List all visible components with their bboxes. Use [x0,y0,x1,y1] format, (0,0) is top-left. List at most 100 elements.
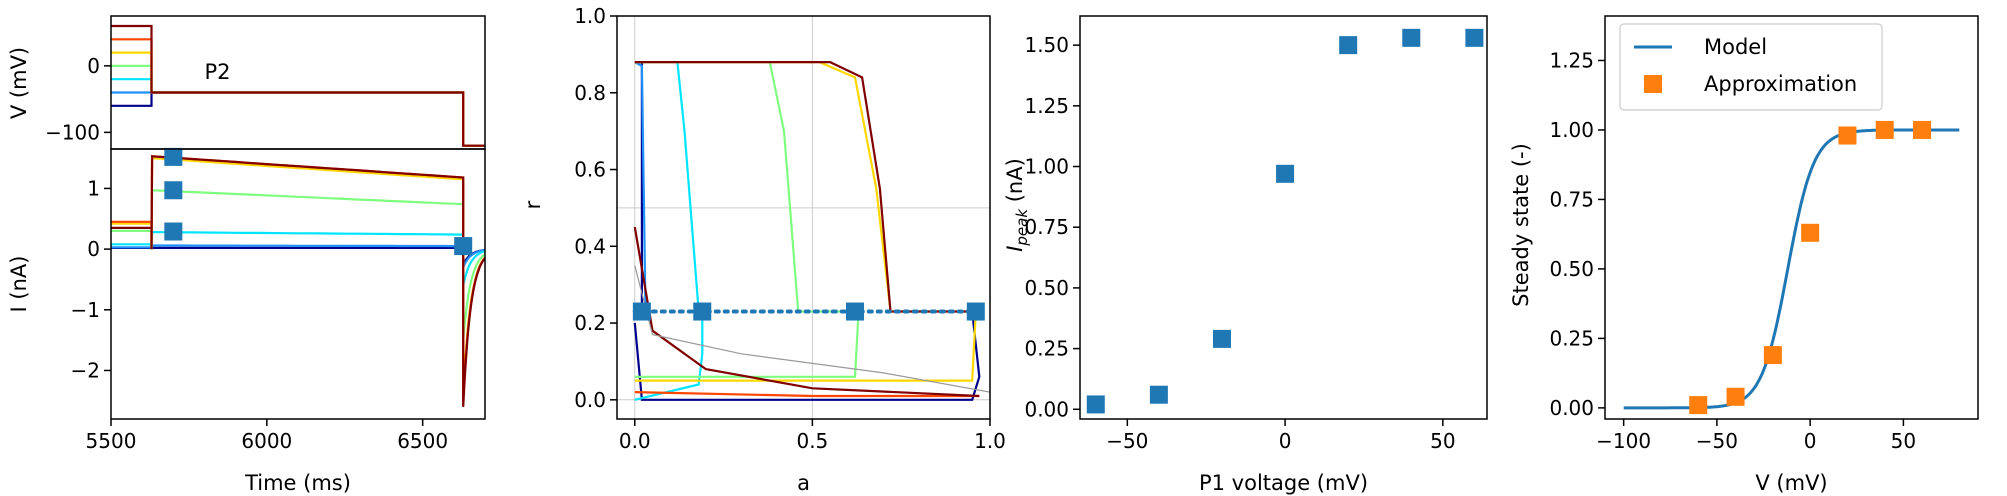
phase-trajectory [634,61,855,313]
current-trace [111,189,485,341]
state-marker [846,302,865,321]
y-tick-label: 0.0 [574,388,606,412]
x-tick-label: 0.0 [619,429,651,453]
axes-frame [616,15,991,420]
x-tick-label: 6000 [241,429,292,453]
phase-trajectory [634,61,973,313]
y-tick-label: 0.50 [1549,257,1594,281]
y-tick-label: 1.25 [1024,94,1069,118]
y-tick-label: 0 [87,237,100,261]
peak-marker [164,222,183,241]
current-traces-panel: 5500 6000 6500 −2 −1 0 1 I (nA) Time (ms) [7,147,486,495]
peak-point [1276,164,1295,183]
approximation-point [1913,120,1932,139]
current-trace [111,246,485,265]
state-marker [693,302,712,321]
approximation-point [1801,223,1820,242]
current-trace [111,244,485,268]
p2-annotation: P2 [205,60,231,84]
voltage-trace [111,64,485,147]
peak-point [1149,385,1168,404]
x-tick-label: 5500 [86,429,137,453]
y-tick-label: 0.00 [1024,397,1069,421]
y-tick-label: 0.75 [1549,187,1594,211]
current-trace [111,155,485,407]
axes-frame [1604,15,1979,420]
y-tick-label: 1 [87,176,100,200]
voltage-traces [111,24,485,147]
peak-current-panel: −50 0 50 0.00 0.25 0.50 0.75 1.00 1.25 1.50 Ipeak … [1003,15,1488,495]
y-tick-label: 0.6 [574,158,606,182]
x-tick-label: 0 [1279,429,1292,453]
y-tick-label: −2 [71,358,100,382]
phase-plane-panel: 0.0 0.5 1.0 0.0 0.2 0.4 0.6 0.8 1.0 r a [521,4,1006,495]
phase-trajectory [633,311,981,401]
y-tick-label: 0 [87,54,100,78]
approximation-point [1875,120,1894,139]
y-tick-label: 1.00 [1549,118,1594,142]
y-tick-label: 1.50 [1024,33,1069,57]
y-axis-label: I (nA) [7,256,31,313]
voltage-trace [111,51,485,147]
x-tick-label: −100 [1596,429,1651,453]
voltage-trace [111,78,485,147]
y-tick-label: 1.0 [574,4,606,28]
voltage-trace [111,91,485,147]
x-tick-label: −50 [1106,429,1148,453]
peak-marker [164,147,183,166]
model-curve [1623,128,1960,410]
phase-trajectory [633,226,980,398]
peak-marker [454,237,473,256]
peak-point [1086,395,1105,414]
legend-model-label: Model [1704,35,1767,59]
voltage-trace [111,24,485,147]
y-tick-label: 1.00 [1024,155,1069,179]
steady-state-panel: −100 −50 0 50 0.00 0.25 0.50 0.75 1.00 1.25 Model A… [1509,15,1979,495]
x-axis-label: Time (ms) [244,471,351,495]
current-traces [111,155,485,407]
phase-trajectory [634,311,977,382]
voltage-trace [111,91,485,147]
y-tick-label: −1 [71,298,100,322]
y-axis-label: Steady state (-) [1509,143,1533,307]
x-tick-label: 50 [1891,429,1916,453]
approximation-point [1689,396,1708,415]
legend-approximation-label: Approximation [1704,72,1857,96]
y-tick-label: 0.50 [1024,276,1069,300]
peak-point [1465,28,1484,47]
peak-point [1212,329,1231,348]
peak-point [1339,36,1358,55]
phase-trajectory [634,391,980,398]
x-tick-label: −50 [1696,429,1738,453]
approximation-point [1726,387,1745,406]
y-tick-label: 1.25 [1549,48,1594,72]
state-marker [966,302,985,321]
y-tick-label: 0.25 [1024,337,1069,361]
legend: Model Approximation [1619,23,1883,111]
x-tick-label: 50 [1430,429,1455,453]
y-tick-label: 0.00 [1549,396,1594,420]
y-tick-label: 0.2 [574,311,606,335]
state-marker [632,302,651,321]
current-trace [111,230,485,286]
y-tick-label: −100 [45,120,100,144]
axes-frame [110,15,486,150]
x-tick-label: 0.5 [796,429,828,453]
phase-trajectory [634,61,643,313]
voltage-protocol-panel: −100 0 P2 V (mV) [7,15,486,150]
x-axis-label: P1 voltage (mV) [1199,471,1368,495]
y-tick-label: 0.25 [1549,326,1594,350]
phase-trajectory [634,311,704,401]
phase-trajectory [634,311,860,378]
x-axis-label: V (mV) [1755,471,1827,495]
approximation-point [1763,346,1782,365]
peak-point [1402,28,1421,47]
y-tick-label: 0.75 [1024,215,1069,239]
x-tick-label: 1.0 [974,429,1006,453]
x-tick-label: 6500 [397,429,448,453]
legend-box [1619,23,1883,111]
y-axis-label: r [521,200,545,209]
peak-marker [164,181,183,200]
legend-approximation-swatch [1644,75,1662,93]
